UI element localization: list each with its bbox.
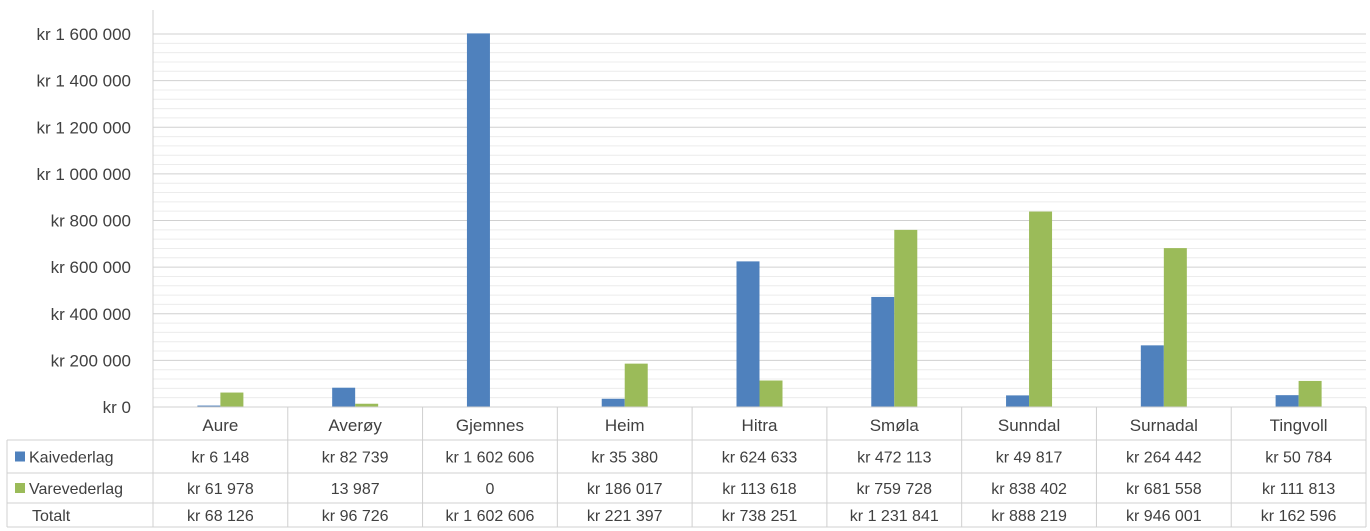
table-cell: kr 1 231 841 <box>850 508 939 525</box>
legend-key-varevederlag <box>15 483 25 493</box>
bar-kaivederlag-8 <box>1275 395 1299 407</box>
table-cell: kr 61 978 <box>187 481 254 498</box>
y-tick-label: kr 600 000 <box>51 258 131 277</box>
legend-label: Varevederlag <box>29 481 123 498</box>
legend-label: Kaivederlag <box>29 450 114 467</box>
y-axis-tick-labels: kr 0 kr 200 000 kr 400 000 kr 600 000 kr 800… <box>36 25 131 417</box>
data-table: Aure Averøy Gjemnes Heim Hitra Smøla Sunndal Su… <box>6 406 1367 528</box>
table-cell: kr 6 148 <box>191 450 249 467</box>
table-cell: kr 186 017 <box>587 481 663 498</box>
table-cell: kr 49 817 <box>996 450 1063 467</box>
category-label: Hitra <box>742 416 778 435</box>
table-cell: kr 738 251 <box>722 508 798 525</box>
table-cell: kr 162 596 <box>1261 508 1337 525</box>
bars <box>197 33 1322 407</box>
y-tick-label: kr 400 000 <box>51 305 131 324</box>
table-cell: kr 888 219 <box>991 508 1067 525</box>
table-cell: kr 264 442 <box>1126 450 1202 467</box>
table-cell: kr 50 784 <box>1265 450 1332 467</box>
table-cell: kr 838 402 <box>991 481 1067 498</box>
bar-kaivederlag-0 <box>197 405 221 407</box>
bar-varevederlag-8 <box>1298 380 1322 407</box>
table-cell: kr 1 602 606 <box>445 508 534 525</box>
category-label: Sunndal <box>998 416 1060 435</box>
table-cell: kr 68 126 <box>187 508 254 525</box>
bar-varevederlag-0 <box>220 392 244 407</box>
bar-varevederlag-6 <box>1029 211 1053 407</box>
table-cell: kr 946 001 <box>1126 508 1202 525</box>
bar-varevederlag-5 <box>894 229 918 407</box>
legend-key-kaivederlag <box>15 451 25 462</box>
y-tick-label: kr 1 200 000 <box>36 118 131 137</box>
table-cell: kr 1 602 606 <box>445 450 534 467</box>
table-cell: kr 111 813 <box>1262 481 1335 498</box>
bar-kaivederlag-1 <box>332 387 356 407</box>
table-cell: kr 96 726 <box>322 508 389 525</box>
table-cell: kr 82 739 <box>322 450 389 467</box>
table-cell: kr 35 380 <box>591 450 658 467</box>
bar-kaivederlag-3 <box>601 398 625 407</box>
bar-kaivederlag-7 <box>1140 345 1164 407</box>
bar-kaivederlag-5 <box>871 296 895 407</box>
table-cell: kr 681 558 <box>1126 481 1202 498</box>
table-cell: kr 759 728 <box>856 481 932 498</box>
category-label: Averøy <box>328 416 382 435</box>
category-label: Heim <box>605 416 645 435</box>
row-header-total: Totalt <box>32 508 71 525</box>
category-label: Aure <box>202 416 238 435</box>
bar-varevederlag-4 <box>759 380 783 407</box>
y-tick-label: kr 800 000 <box>51 212 131 231</box>
bar-varevederlag-1 <box>355 403 379 407</box>
category-label: Tingvoll <box>1270 416 1328 435</box>
y-tick-label: kr 1 000 000 <box>36 165 131 184</box>
bar-kaivederlag-6 <box>1006 395 1030 407</box>
bar-varevederlag-3 <box>624 363 648 407</box>
bar-kaivederlag-2 <box>466 33 490 407</box>
table-cell: 13 987 <box>331 481 380 498</box>
table-cell: 0 <box>485 481 494 498</box>
y-tick-label: kr 0 <box>103 398 131 417</box>
y-tick-label: kr 200 000 <box>51 351 131 370</box>
table-cell: kr 624 633 <box>722 450 798 467</box>
bar-varevederlag-7 <box>1163 248 1187 407</box>
table-cell: kr 113 618 <box>722 481 797 498</box>
category-label: Smøla <box>870 416 920 435</box>
y-tick-label: kr 1 600 000 <box>36 25 131 44</box>
y-tick-label: kr 1 400 000 <box>36 72 131 91</box>
table-cell: kr 472 113 <box>857 450 932 467</box>
table-cell: kr 221 397 <box>587 508 663 525</box>
bar-kaivederlag-4 <box>736 261 760 407</box>
category-label: Gjemnes <box>456 416 524 435</box>
category-label: Surnadal <box>1130 416 1198 435</box>
